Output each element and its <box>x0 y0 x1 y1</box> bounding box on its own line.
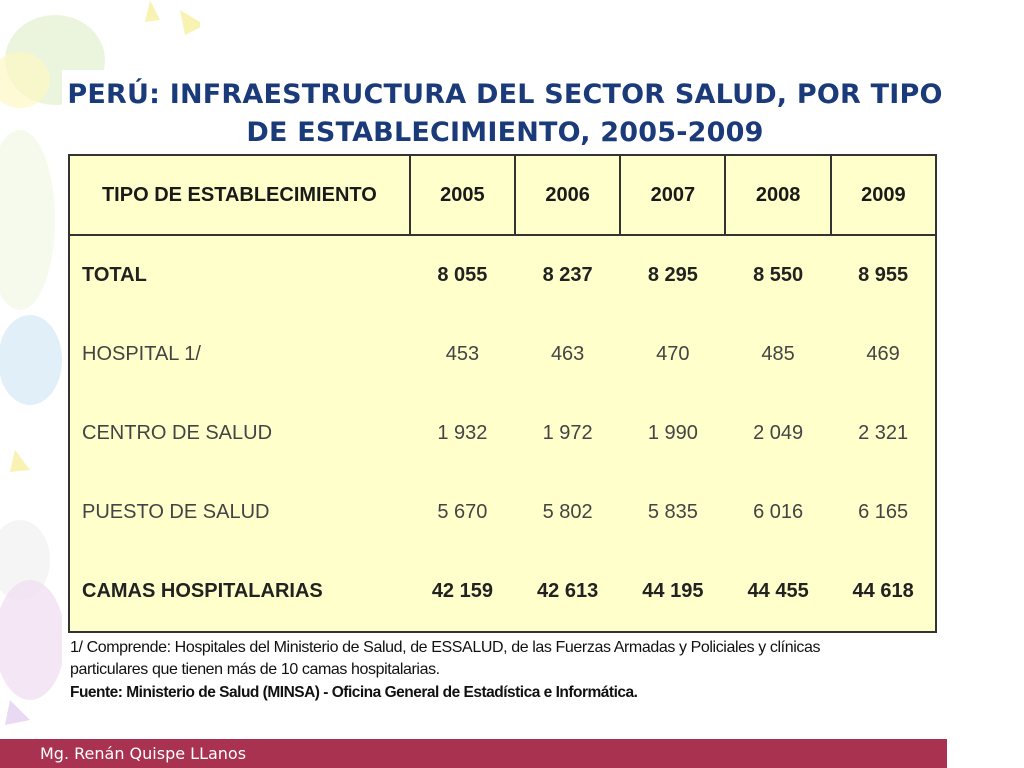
source-note: Fuente: Ministerio de Salud (MINSA) - Of… <box>70 684 638 701</box>
footer-author: Mg. Renán Quispe LLanos <box>40 744 247 763</box>
cell-value: 8 295 <box>647 264 698 286</box>
table-footnote: 1/ Comprende: Hospitales del Ministerio … <box>70 637 930 681</box>
cell-value: 2 321 <box>858 422 909 444</box>
row-label: HOSPITAL 1/ <box>82 343 201 365</box>
table-row-puesto-de-salud: PUESTO DE SALUD 5 670 5 802 5 835 6 016 … <box>69 473 936 552</box>
table-header-row: TIPO DE ESTABLECIMIENTO 2005 2006 2007 2… <box>68 154 938 236</box>
cell-value: 8 550 <box>753 264 804 286</box>
footnote-line-2: particulares que tienen más de 10 camas … <box>70 661 440 678</box>
cell-value: 1 932 <box>437 422 488 444</box>
cell-value: 44 195 <box>642 580 704 602</box>
cell-value: 463 <box>550 343 585 365</box>
cell-value: 8 237 <box>542 264 593 286</box>
cell-value: 453 <box>445 343 480 365</box>
table-row-total: TOTAL 8 055 8 237 8 295 8 550 8 955 <box>69 235 936 315</box>
header-2008: 2008 <box>724 154 832 236</box>
row-label: TOTAL <box>82 264 147 286</box>
cell-value: 1 972 <box>542 422 593 444</box>
header-2005: 2005 <box>408 154 517 236</box>
cell-value: 2 049 <box>753 422 804 444</box>
header-2009: 2009 <box>829 154 938 236</box>
cell-value: 1 990 <box>647 422 698 444</box>
table-row-camas-hospitalarias: CAMAS HOSPITALARIAS 42 159 42 613 44 195… <box>69 552 936 632</box>
cell-value: 6 165 <box>858 501 909 523</box>
cell-value: 8 055 <box>437 264 488 286</box>
cell-value: 5 670 <box>437 501 488 523</box>
title-line-2: DE ESTABLECIMIENTO, 2005-2009 <box>246 117 764 148</box>
cell-value: 42 159 <box>431 580 493 602</box>
header-2007: 2007 <box>619 154 727 236</box>
infrastructure-table: TIPO DE ESTABLECIMIENTO 2005 2006 2007 2… <box>68 154 938 633</box>
cell-value: 485 <box>761 343 795 365</box>
cell-value: 42 613 <box>537 580 599 602</box>
cell-value: 8 955 <box>858 264 909 286</box>
title-line-1: PERÚ: INFRAESTRUCTURA DEL SECTOR SALUD, … <box>67 79 943 110</box>
header-2006: 2006 <box>514 154 622 236</box>
row-label: CAMAS HOSPITALARIAS <box>82 580 323 602</box>
cell-value: 44 618 <box>852 580 914 602</box>
row-label: PUESTO DE SALUD <box>82 501 270 523</box>
slide-title: PERÚ: INFRAESTRUCTURA DEL SECTOR SALUD, … <box>62 76 948 152</box>
row-label: CENTRO DE SALUD <box>82 422 273 444</box>
decorative-background <box>0 0 200 725</box>
cell-value: 5 802 <box>542 501 593 523</box>
footnote-line-1: 1/ Comprende: Hospitales del Ministerio … <box>70 639 821 656</box>
cell-value: 6 016 <box>753 501 804 523</box>
cell-value: 470 <box>656 343 690 365</box>
cell-value: 469 <box>866 343 900 365</box>
cell-value: 5 835 <box>647 501 698 523</box>
table-row-centro-de-salud: CENTRO DE SALUD 1 932 1 972 1 990 2 049 … <box>69 394 936 473</box>
cell-value: 44 455 <box>747 580 809 602</box>
table-row-hospital: HOSPITAL 1/ 453 463 470 485 469 <box>69 315 936 394</box>
footer-bar <box>0 739 947 768</box>
header-tipo: TIPO DE ESTABLECIMIENTO <box>68 154 411 236</box>
